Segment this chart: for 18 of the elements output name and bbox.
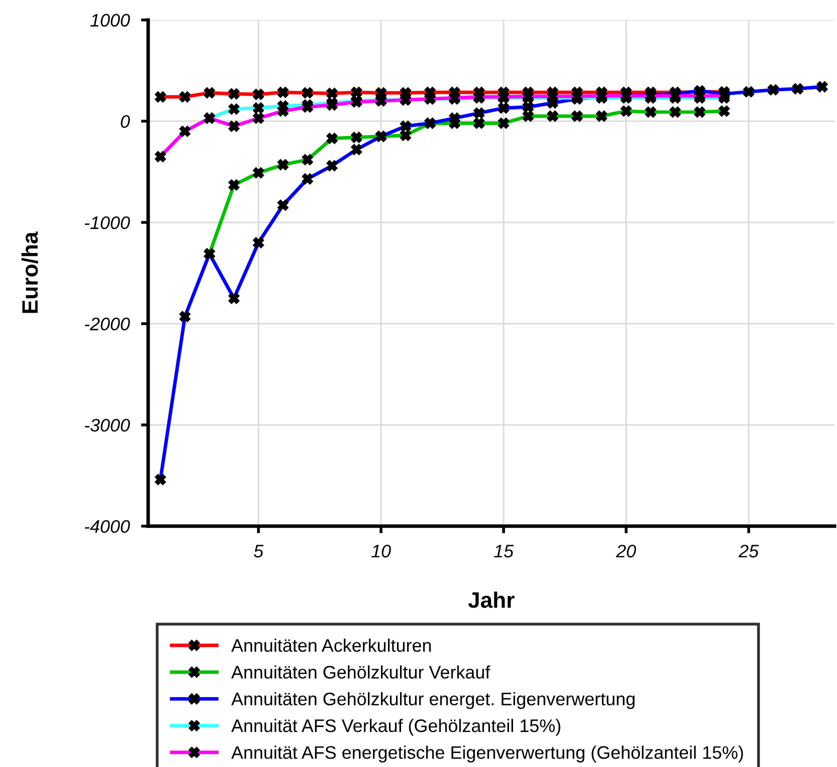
legend-label: Annuität AFS Verkauf (Gehölzanteil 15%) [231, 718, 560, 736]
x-tick-label: 15 [494, 544, 514, 558]
y-axis-title: Euro/ha [22, 232, 38, 313]
y-tick-label: 0 [120, 115, 130, 128]
y-tick-label: -4000 [84, 520, 130, 533]
x-tick-label: 25 [738, 544, 759, 558]
x-tick-label: 20 [616, 544, 636, 558]
legend-label: Annuitäten Gehölzkultur energet. Eigenverwertung [231, 692, 635, 709]
y-tick-label: -2000 [84, 318, 130, 330]
x-tick-label: 5 [254, 544, 264, 558]
y-tick-label: -1000 [84, 216, 130, 230]
y-tick-label: 1000 [90, 14, 130, 27]
legend-label: Annuitäten Gehölzkultur Verkauf [231, 665, 490, 679]
x-tick-label: 10 [371, 544, 391, 558]
legend-label: Annuitäten Ackerkulturen [231, 638, 431, 652]
legend-label: Annuität AFS energetische Eigenverwertung (Gehölzanteil 15%) [231, 746, 743, 762]
x-axis-title: Jahr [468, 592, 514, 608]
y-tick-label: -3000 [84, 418, 130, 432]
